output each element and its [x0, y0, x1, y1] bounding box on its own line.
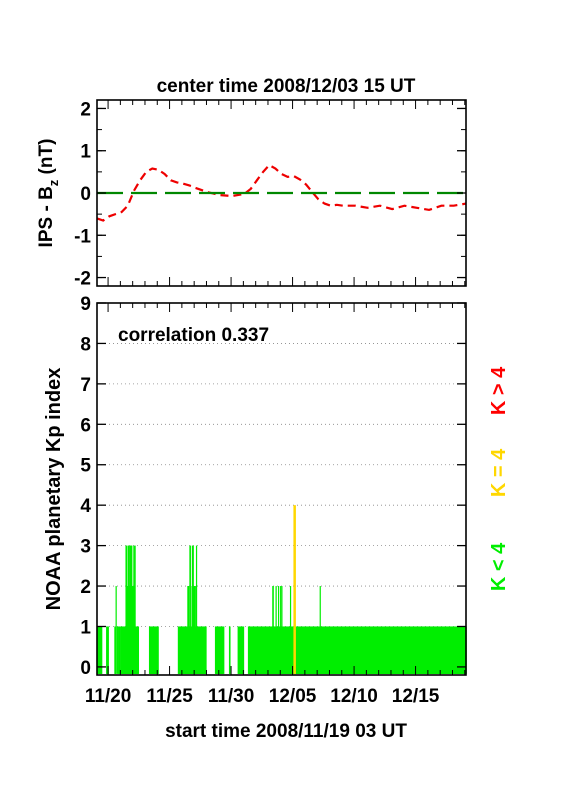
legend-item: K = 4	[488, 448, 510, 497]
kp-bar	[119, 626, 121, 674]
kp-bar	[195, 545, 198, 674]
y-tick-label: 7	[80, 375, 91, 396]
y-tick-label: 1	[80, 142, 91, 163]
kp-frame	[96, 302, 467, 676]
x-tick-label: 11/20	[85, 686, 132, 707]
kp-index-panel: 9 8 7 6 5 4 3 2 1 0 11/20 11/25 11/30 12/05 12/10 12/15…	[43, 294, 510, 707]
kp-bar	[137, 626, 140, 674]
kp-bar	[242, 626, 245, 674]
y-tick-label: -1	[74, 226, 91, 247]
y-tick-label: 4	[80, 496, 91, 517]
x-tick-label: 11/30	[208, 686, 255, 707]
x-tick-label: 12/15	[392, 686, 440, 707]
y-tick-label: 0	[80, 658, 91, 679]
y-tick-label: 3	[80, 537, 91, 558]
correlation-annotation: correlation 0.337	[118, 325, 269, 346]
legend-item: K > 4	[488, 366, 510, 415]
x-tick-label: 11/25	[146, 686, 193, 707]
x-tick-label: 12/10	[330, 686, 378, 707]
ips-y-label: IPS - Bz (nT)	[36, 139, 61, 248]
kp-bar	[115, 586, 117, 674]
y-tick-label: -2	[74, 269, 91, 290]
ips-bz-panel: 2 1 0 -1 -2 IPS - Bz (nT)	[36, 99, 467, 290]
kp-bar-k4	[293, 505, 296, 674]
kp-bar	[107, 626, 109, 674]
kp-bar	[128, 545, 130, 674]
kp-bar	[114, 626, 116, 674]
kp-bar	[205, 626, 207, 674]
kp-bar	[101, 626, 103, 674]
x-axis-title: start time 2008/11/19 03 UT	[165, 721, 407, 742]
y-tick-label: 2	[80, 99, 91, 120]
ips-bz-series	[96, 163, 467, 222]
kp-bar	[229, 626, 231, 674]
y-tick-label: 9	[80, 294, 91, 315]
y-tick-label: 5	[80, 456, 91, 477]
x-tick-label: 12/05	[269, 686, 317, 707]
kp-bar	[222, 626, 224, 674]
y-tick-label: 1	[80, 617, 91, 638]
y-tick-label: 2	[80, 577, 91, 598]
kp-bar	[116, 626, 118, 674]
kp-bar	[133, 545, 135, 674]
kp-bar	[223, 626, 225, 674]
kp-bar	[157, 626, 159, 674]
chart-title: center time 2008/12/03 15 UT	[157, 76, 416, 97]
legend-item: K < 4	[488, 542, 510, 591]
y-tick-label: 8	[80, 334, 91, 355]
kp-bar	[134, 545, 136, 674]
y-tick-label: 0	[80, 184, 91, 205]
kp-y-label: NOAA planetary Kp index	[43, 368, 65, 611]
y-tick-label: 6	[80, 415, 91, 436]
kp-bar	[189, 545, 191, 674]
